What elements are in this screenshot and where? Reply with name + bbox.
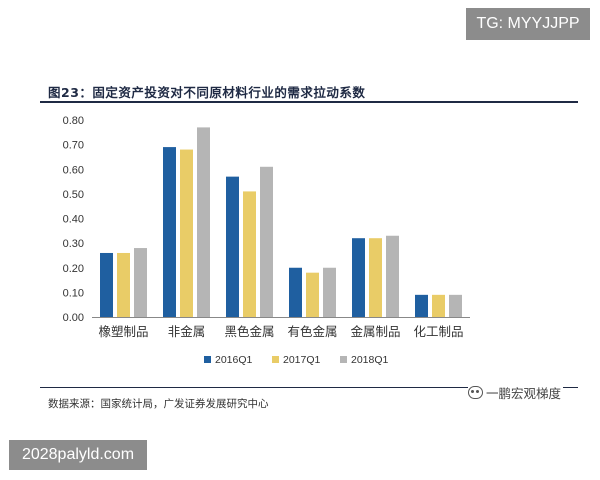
bar-2018q1	[323, 267, 336, 317]
site-watermark-badge: 2028palyld.com	[9, 440, 147, 470]
legend-swatch	[340, 356, 347, 363]
y-tick-label: 0.70	[63, 140, 84, 152]
y-tick-label: 0.60	[63, 164, 84, 176]
x-tick-label: 化工制品	[413, 324, 463, 339]
x-tick-label: 黑色金属	[224, 324, 274, 339]
watermark-text: 一鹏宏观梯度	[486, 386, 562, 401]
bar-2017q1	[180, 149, 193, 317]
bar-2017q1	[117, 252, 130, 317]
y-tick-label: 0.20	[63, 263, 84, 275]
bar-2017q1	[432, 294, 445, 317]
bar-2016q1	[100, 252, 113, 317]
y-tick-label: 0.30	[63, 238, 84, 250]
figure-source: 数据来源：国家统计局，广发证券发展研究中心	[48, 398, 269, 410]
bar-2018q1	[449, 294, 462, 317]
x-tick-label: 非金属	[168, 324, 206, 339]
source-divider	[40, 387, 578, 388]
bar-2018q1	[260, 166, 273, 317]
bar-2016q1	[226, 176, 239, 317]
x-tick-label: 有色金属	[287, 324, 337, 339]
bar-2017q1	[306, 272, 319, 317]
legend-swatch	[204, 356, 211, 363]
bar-2017q1	[243, 191, 256, 317]
y-tick-label: 0.00	[63, 312, 84, 324]
wechat-icon	[468, 386, 483, 399]
bar-2016q1	[289, 267, 302, 317]
figure-title: 图23：固定资产投资对不同原材料行业的需求拉动系数	[48, 85, 366, 100]
x-tick-label: 金属制品	[350, 324, 400, 339]
title-divider	[40, 101, 578, 103]
y-tick-label: 0.10	[63, 287, 84, 299]
bar-2016q1	[415, 294, 428, 317]
x-tick-label: 橡塑制品	[98, 324, 148, 339]
y-tick-label: 0.50	[63, 189, 84, 201]
bar-2018q1	[134, 248, 147, 317]
bar-2018q1	[386, 235, 399, 317]
bar-2016q1	[163, 147, 176, 317]
y-tick-label: 0.40	[63, 214, 84, 226]
bar-2017q1	[369, 238, 382, 317]
bar-2016q1	[352, 238, 365, 317]
wechat-watermark: 一鹏宏观梯度	[468, 383, 564, 402]
y-tick-label: 0.80	[63, 115, 84, 127]
telegram-watermark-badge: TG: MYYJJPP	[466, 8, 590, 40]
legend-label: 2018Q1	[351, 354, 389, 366]
bar-chart: 0.00 0.10 0.20 0.30 0.40 0.50 0.60 0.70 0.80 橡塑制品…	[63, 115, 470, 366]
legend-label: 2017Q1	[283, 354, 321, 366]
legend-label: 2016Q1	[215, 354, 253, 366]
legend-swatch	[272, 356, 279, 363]
bar-2018q1	[197, 127, 210, 317]
